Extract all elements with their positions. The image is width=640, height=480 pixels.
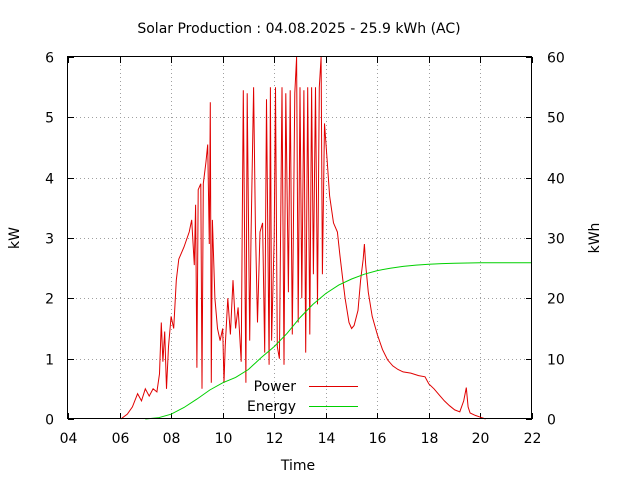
series-line-energy [145,262,532,420]
y-left-tick-label: 5 [45,111,54,127]
x-tick-label: 04 [60,431,78,447]
grid-lines [68,57,532,419]
chart-title: Solar Production : 04.08.2025 - 25.9 kWh… [137,21,460,37]
y-right-tick-label: 0 [547,413,556,429]
x-axis-ticks: 04 06 08 10 12 14 16 18 20 22 [60,57,542,447]
y-left-tick-label: 2 [45,292,54,308]
legend-label-energy: Energy [247,399,296,415]
legend-label-power: Power [254,379,297,395]
y-left-tick-label: 1 [45,353,54,369]
y-axis-right-label: kWh [587,223,603,254]
y-right-tick-label: 30 [547,232,565,248]
y-axis-left-ticks: 0 1 2 3 4 5 6 [45,51,74,429]
y-left-tick-label: 6 [45,51,54,67]
y-right-tick-label: 40 [547,172,565,188]
x-tick-label: 14 [318,431,336,447]
x-tick-label: 06 [112,431,130,447]
x-tick-label: 20 [472,431,490,447]
y-left-tick-label: 4 [45,172,54,188]
x-tick-label: 12 [266,431,284,447]
x-axis-label: Time [280,458,315,474]
y-axis-left-label: kW [7,227,23,249]
series-line-power [120,56,486,420]
x-tick-label: 08 [163,431,181,447]
y-right-tick-label: 20 [547,292,565,308]
plot-frame [67,56,532,419]
series-lines [120,56,532,420]
x-tick-label: 18 [421,431,439,447]
y-right-tick-label: 60 [547,51,565,67]
legend: Power Energy [247,379,358,415]
x-tick-label: 22 [524,431,542,447]
y-right-tick-label: 50 [547,111,565,127]
y-left-tick-label: 3 [45,232,54,248]
y-left-tick-label: 0 [45,413,54,429]
x-tick-label: 16 [369,431,387,447]
y-right-tick-label: 10 [547,353,565,369]
x-tick-label: 10 [215,431,233,447]
